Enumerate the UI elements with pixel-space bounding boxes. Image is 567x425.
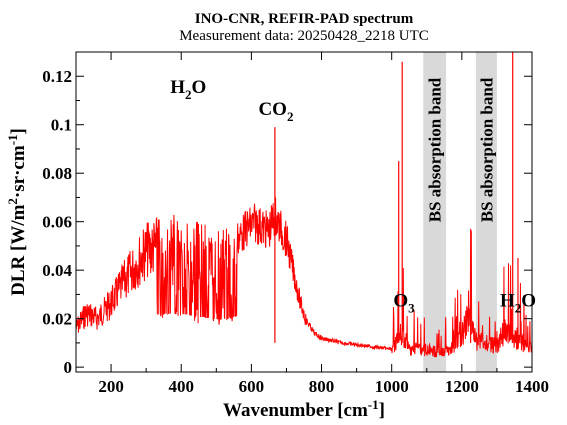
- svg-text:DLR [W/m2·sr·cm-1]: DLR [W/m2·sr·cm-1]: [5, 128, 29, 296]
- x-tick-label-800: 800: [309, 377, 335, 396]
- x-tick-label-600: 600: [239, 377, 265, 396]
- plot-frame: [75, 51, 533, 373]
- x-tick-label-1200: 1200: [445, 377, 479, 396]
- y-tick-label-4: 0.08: [42, 164, 72, 183]
- x-tick-label-400: 400: [168, 377, 194, 396]
- spectrum-series: [75, 52, 533, 358]
- y-tick-label-2: 0.04: [42, 261, 72, 280]
- y-axis-label: DLR [W/m2·sr·cm-1]: [5, 128, 29, 296]
- y-tick-label-3: 0.06: [42, 213, 72, 232]
- annotation-1: H2O: [170, 77, 206, 102]
- absorption-band-label-1: BS absorption band: [426, 77, 445, 222]
- x-tick-label-200: 200: [98, 377, 124, 396]
- annotation-2: CO2: [258, 99, 293, 124]
- x-axis-label: Wavenumber [cm-1]: [223, 397, 385, 421]
- spectrum-line-1: [75, 196, 533, 358]
- axis-ticks: 200 400 600 800 1000 1200 1400 0 0.02 0.04 0.06 0.0…: [42, 52, 549, 396]
- absorption-band-label-2: BS absorption band: [477, 77, 496, 222]
- chart-subtitle: Measurement data: 20250428_2218 UTC: [179, 28, 429, 44]
- y-tick-label-6: 0.12: [42, 67, 72, 86]
- absorption-band-1: [423, 52, 447, 372]
- x-tick-label-1400: 1400: [515, 377, 549, 396]
- x-tick-label-1000: 1000: [375, 377, 409, 396]
- annotation-3: O3: [393, 291, 415, 316]
- absorption-bands: BS absorption band BS absorption band: [423, 52, 497, 372]
- absorption-band-2: [475, 52, 497, 372]
- y-tick-label-5: 0.1: [51, 116, 72, 135]
- y-tick-label-0: 0: [64, 358, 73, 377]
- chart-title: INO-CNR, REFIR-PAD spectrum: [195, 11, 414, 27]
- y-tick-label-1: 0.02: [42, 310, 72, 329]
